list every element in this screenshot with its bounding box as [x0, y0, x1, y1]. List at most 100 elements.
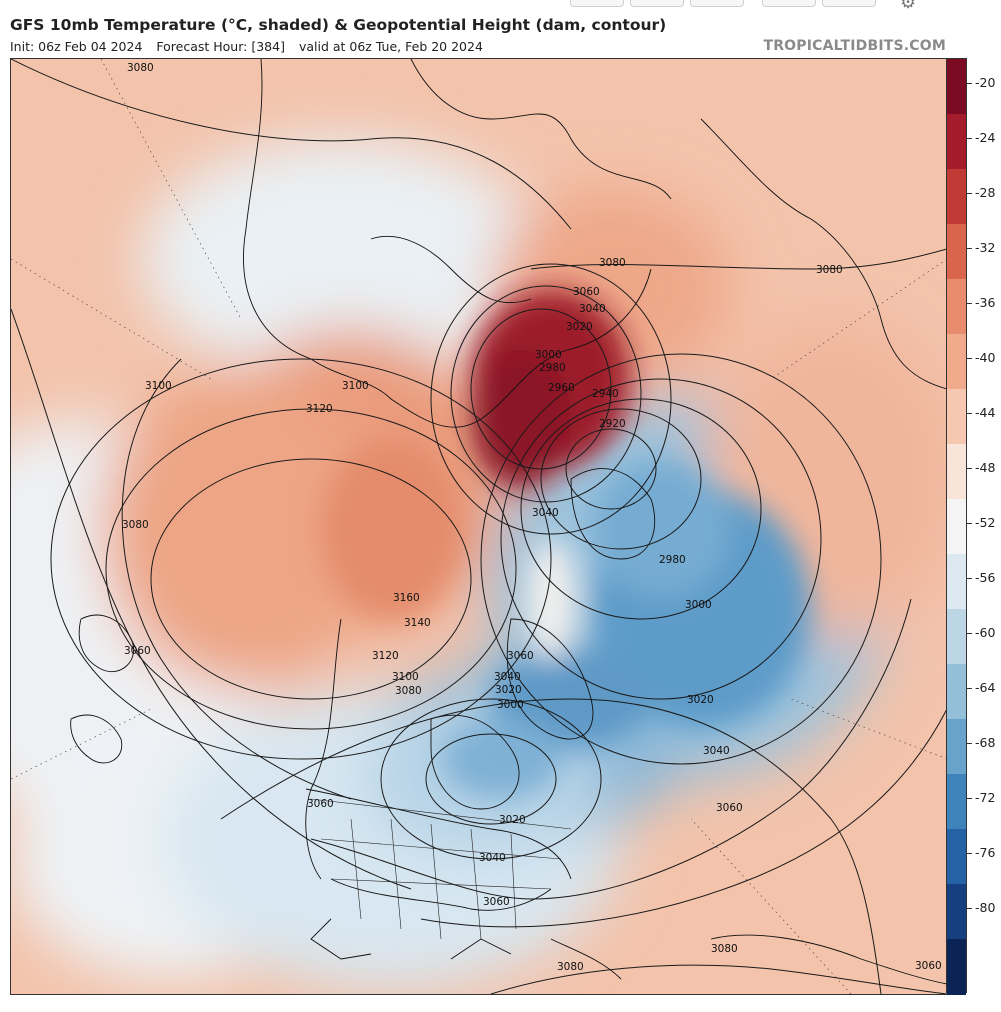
- colorbar-segment: [947, 719, 966, 775]
- colorbar-tick: [967, 193, 972, 194]
- contour-label: 3020: [566, 321, 593, 333]
- contour-label: 3080: [122, 519, 149, 531]
- colorbar-tick: [967, 358, 972, 359]
- contour-label: 3060: [483, 896, 510, 908]
- contour-label: 3120: [306, 403, 333, 415]
- colorbar-segment: [947, 664, 966, 720]
- brand-watermark[interactable]: TROPICALTIDBITS.COM: [763, 38, 946, 54]
- colorbar-segment: [947, 554, 966, 610]
- colorbar-tick: [967, 83, 972, 84]
- contour-label: 3040: [532, 507, 559, 519]
- toolbar-tab[interactable]: [630, 0, 684, 7]
- contour-label: 2940: [592, 388, 619, 400]
- contour-label: 3080: [599, 257, 626, 269]
- colorbar-tick: [967, 688, 972, 689]
- contour-label: 3060: [915, 960, 942, 972]
- contour-label: 3100: [342, 380, 369, 392]
- colorbar-label: -68: [975, 735, 996, 750]
- colorbar-segment: [947, 444, 966, 500]
- colorbar-tick: [967, 853, 972, 854]
- colorbar-segment: [947, 169, 966, 225]
- contour-label: 3080: [127, 62, 154, 74]
- us-state-borders: [310, 798, 572, 940]
- colorbar-tick: [967, 303, 972, 304]
- colorbar-label: -20: [975, 75, 996, 90]
- contour-label: 3020: [687, 694, 714, 706]
- init-time: Init: 06z Feb 04 2024: [10, 39, 143, 54]
- colorbar-tick: [967, 633, 972, 634]
- colorbar-label: -72: [975, 790, 996, 805]
- colorbar-segment: [947, 499, 966, 555]
- toolbar-tab[interactable]: [690, 0, 744, 7]
- map-subtitle: Init: 06z Feb 04 2024 Forecast Hour: [38…: [10, 39, 493, 54]
- temperature-colorbar: [946, 58, 967, 995]
- colorbar-label: -36: [975, 295, 996, 310]
- contour-label: 3140: [404, 617, 431, 629]
- colorbar-tick: [967, 468, 972, 469]
- gear-icon[interactable]: ⚙: [900, 0, 917, 13]
- colorbar-tick: [967, 248, 972, 249]
- contour-label: 3080: [557, 961, 584, 973]
- toolbar-tab[interactable]: [822, 0, 876, 7]
- colorbar-tick: [967, 138, 972, 139]
- colorbar-tick: [967, 523, 972, 524]
- contour-label: 3120: [372, 650, 399, 662]
- colorbar-segment: [947, 884, 966, 940]
- colorbar-segment: [947, 609, 966, 665]
- contour-labels: 3080 3080 3060 3040 3020 3000 2980 2960 …: [122, 62, 942, 973]
- colorbar-label: -56: [975, 570, 996, 585]
- height-contours: [11, 59, 947, 994]
- colorbar-segment: [947, 829, 966, 885]
- contour-label: 2980: [659, 554, 686, 566]
- graticule: [11, 59, 947, 994]
- contour-label: 3060: [716, 802, 743, 814]
- colorbar-segment: [947, 334, 966, 390]
- contour-label: 3000: [535, 349, 562, 361]
- colorbar-label: -76: [975, 845, 996, 860]
- contour-label: 3020: [499, 814, 526, 826]
- contour-label: 2960: [548, 382, 575, 394]
- colorbar-tick: [967, 578, 972, 579]
- map-title: GFS 10mb Temperature (°C, shaded) & Geop…: [10, 16, 667, 34]
- colorbar-label: -48: [975, 460, 996, 475]
- colorbar-segment: [947, 279, 966, 335]
- colorbar-label: -60: [975, 625, 996, 640]
- forecast-hour: Forecast Hour: [384]: [156, 39, 285, 54]
- colorbar-label: -80: [975, 900, 996, 915]
- contour-label: 3060: [124, 645, 151, 657]
- contour-label: 3040: [579, 303, 606, 315]
- colorbar-label: -44: [975, 405, 996, 420]
- contour-label: 3060: [507, 650, 534, 662]
- toolbar-tab[interactable]: [762, 0, 816, 7]
- colorbar-tick: [967, 908, 972, 909]
- colorbar-label: -24: [975, 130, 996, 145]
- colorbar-label: -28: [975, 185, 996, 200]
- valid-time: valid at 06z Tue, Feb 20 2024: [298, 39, 483, 54]
- contour-label: 3060: [573, 286, 600, 298]
- colorbar-segment: [947, 939, 966, 995]
- contour-label: 3100: [145, 380, 172, 392]
- contour-label: 3000: [685, 599, 712, 611]
- colorbar-label: -40: [975, 350, 996, 365]
- toolbar-tab[interactable]: [570, 0, 624, 7]
- colorbar-label: -32: [975, 240, 996, 255]
- contour-label: 3040: [494, 671, 521, 683]
- colorbar-segment: [947, 114, 966, 170]
- contour-label: 3080: [395, 685, 422, 697]
- temperature-shading: [11, 59, 947, 994]
- contour-label: 3020: [495, 684, 522, 696]
- contour-label: 3060: [307, 798, 334, 810]
- contour-label: 2980: [539, 362, 566, 374]
- colorbar-segment: [947, 59, 966, 115]
- contour-label: 3040: [703, 745, 730, 757]
- contour-label: 3040: [479, 852, 506, 864]
- map-panel[interactable]: 3080 3080 3060 3040 3020 3000 2980 2960 …: [10, 58, 948, 995]
- contour-label: 2920: [599, 418, 626, 430]
- colorbar-segment: [947, 389, 966, 445]
- contour-label: 3000: [497, 699, 524, 711]
- contour-label: 3080: [816, 264, 843, 276]
- colorbar-label: -64: [975, 680, 996, 695]
- contour-label: 3100: [392, 671, 419, 683]
- colorbar-segment: [947, 774, 966, 830]
- colorbar-tick: [967, 798, 972, 799]
